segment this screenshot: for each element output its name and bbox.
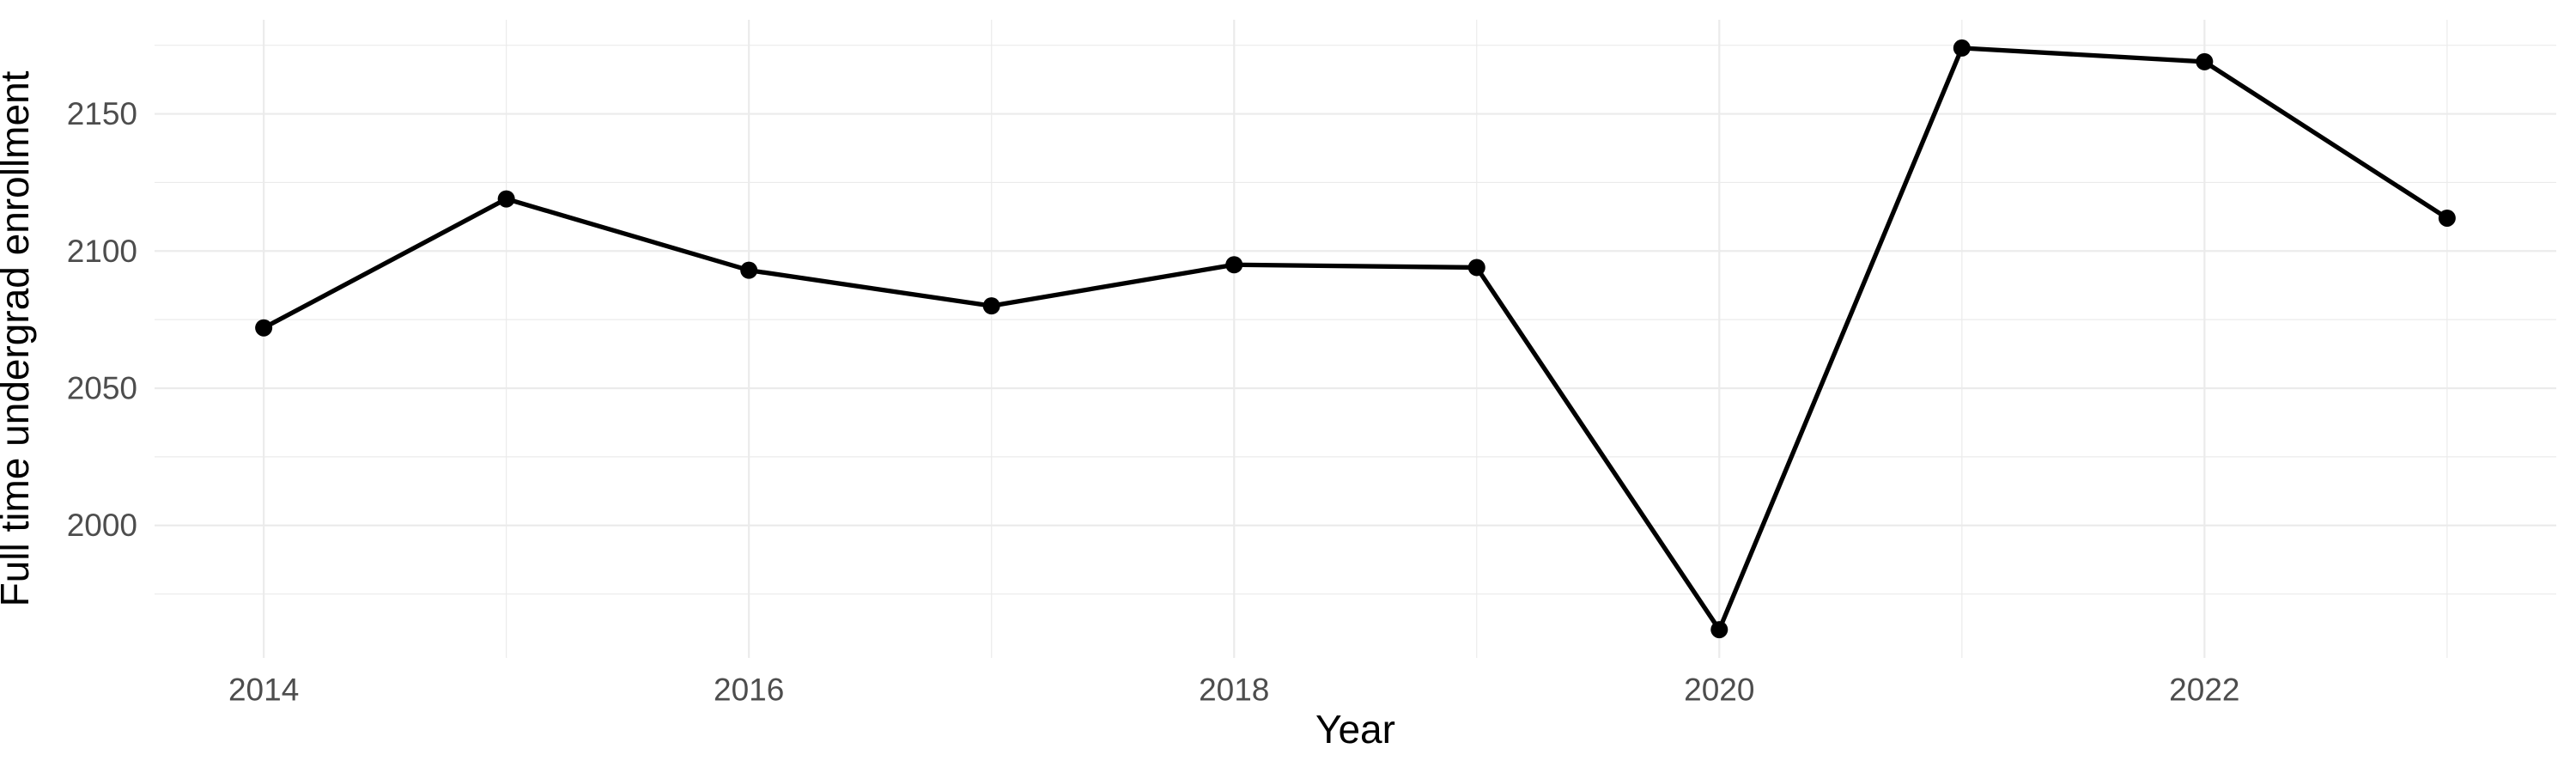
data-point-2022 xyxy=(2196,52,2214,70)
data-point-2014 xyxy=(255,319,273,337)
y-axis-tick-labels: 2000 2050 2100 2150 xyxy=(67,96,137,543)
data-point-2017 xyxy=(982,297,1000,315)
x-tick-label-2018: 2018 xyxy=(1199,673,1269,708)
y-axis-title: Full time undergrad enrollment xyxy=(0,70,37,606)
data-point-2015 xyxy=(497,190,515,208)
y-major-gridlines xyxy=(155,113,2556,526)
x-tick-label-2022: 2022 xyxy=(2169,673,2239,708)
data-point-2018 xyxy=(1225,256,1243,274)
data-point-2020 xyxy=(1710,621,1728,639)
y-tick-label-2050: 2050 xyxy=(67,370,137,405)
y-tick-label-2100: 2100 xyxy=(67,234,137,269)
x-tick-label-2016: 2016 xyxy=(714,673,784,708)
enrollment-series-line xyxy=(262,46,2449,632)
x-tick-label-2014: 2014 xyxy=(228,673,299,708)
data-point-2023 xyxy=(2438,209,2456,227)
x-axis-title: Year xyxy=(1315,707,1395,752)
x-minor-gridlines xyxy=(506,20,2448,658)
x-axis-tick-labels: 2014 2016 2018 2020 2022 xyxy=(228,673,2240,708)
y-tick-label-2000: 2000 xyxy=(67,508,137,543)
enrollment-data-points xyxy=(255,39,2456,639)
y-tick-label-2150: 2150 xyxy=(67,96,137,131)
data-point-2019 xyxy=(1467,259,1485,277)
data-point-2021 xyxy=(1953,39,1971,57)
x-tick-label-2020: 2020 xyxy=(1684,673,1754,708)
data-point-2016 xyxy=(740,261,758,279)
y-minor-gridlines xyxy=(155,45,2556,595)
x-major-gridlines xyxy=(263,20,2206,658)
